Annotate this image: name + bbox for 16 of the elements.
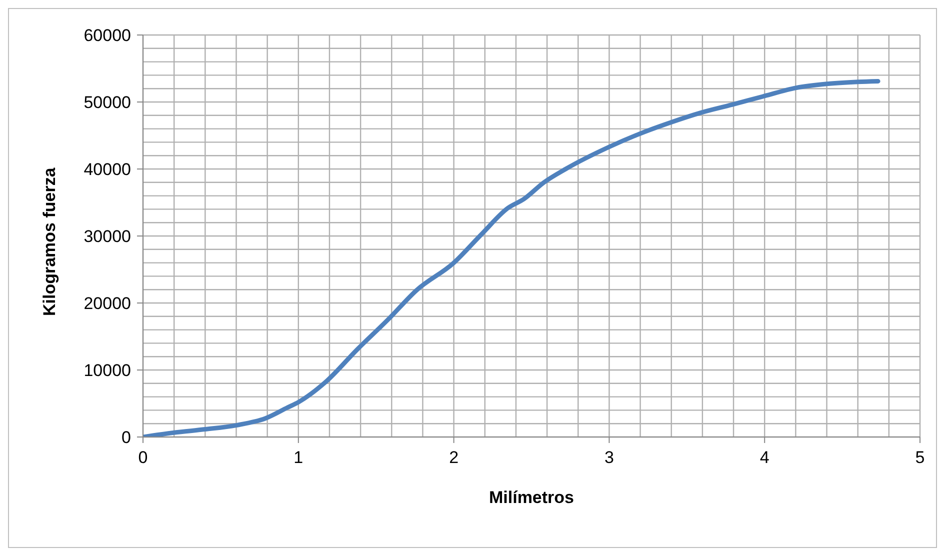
line-series	[143, 78, 880, 437]
y-tick-label: 30000	[84, 227, 131, 246]
x-axis-title: Milímetros	[488, 488, 574, 507]
y-tick-label: 10000	[84, 361, 131, 380]
x-tick-label: 3	[604, 448, 614, 467]
y-tick-label: 40000	[84, 160, 131, 179]
x-tick-label: 1	[294, 448, 304, 467]
x-tick-label: 0	[138, 448, 148, 467]
x-tick-label: 4	[760, 448, 770, 467]
y-axis-title: Kilogramos fuerza	[40, 167, 60, 316]
x-tick-label: 5	[915, 448, 925, 467]
x-tick-label: 2	[449, 448, 459, 467]
y-tick-label: 50000	[84, 93, 131, 112]
y-tick-label: 20000	[84, 294, 131, 313]
y-tick-label: 60000	[84, 26, 131, 45]
y-tick-label: 0	[122, 428, 131, 447]
